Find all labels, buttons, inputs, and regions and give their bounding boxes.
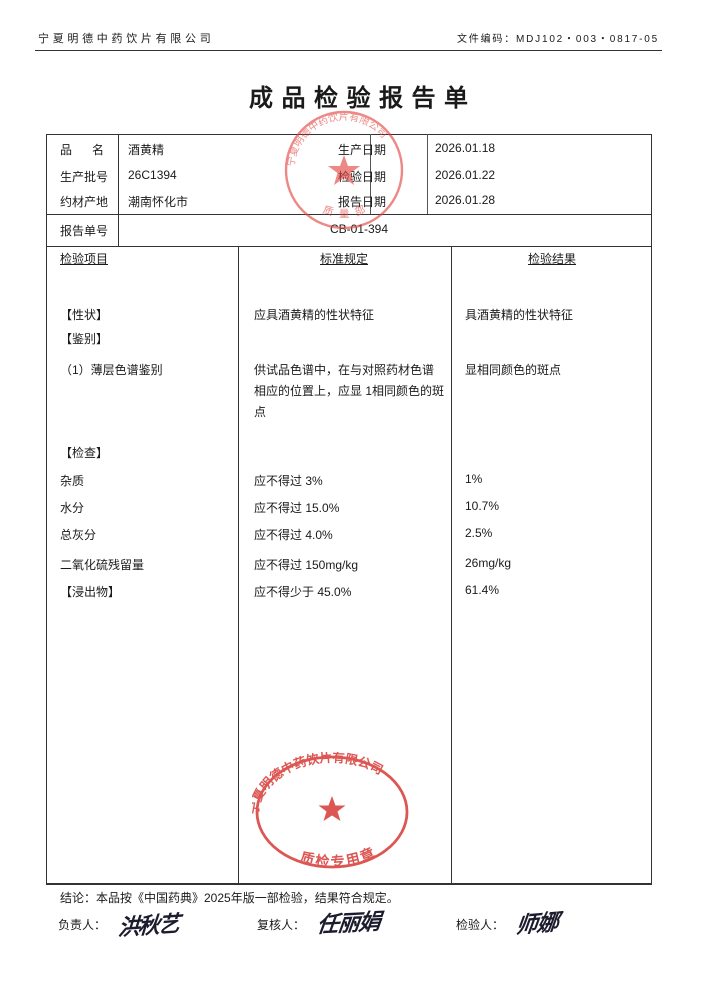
svg-text:质 量 部: 质 量 部	[321, 202, 369, 220]
svg-text:宁夏明德中药饮片有限公司: 宁夏明德中药饮片有限公司	[252, 752, 385, 816]
svg-text:质检专用章: 质检专用章	[299, 844, 379, 870]
